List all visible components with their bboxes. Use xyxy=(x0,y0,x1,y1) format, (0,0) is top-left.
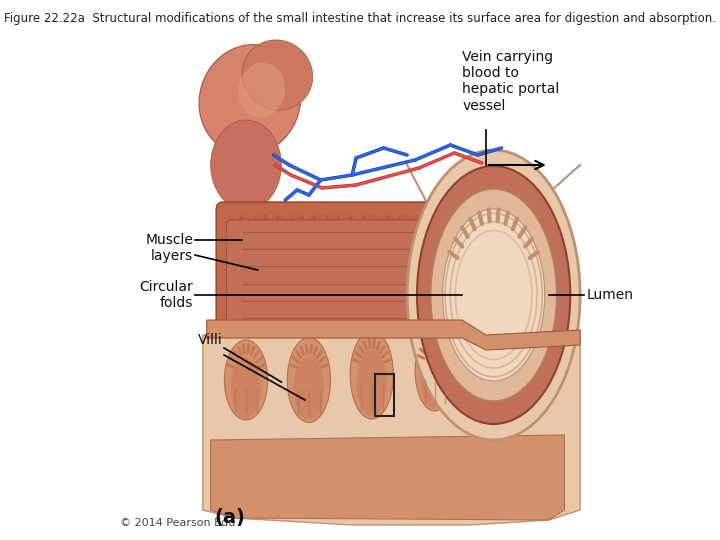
Polygon shape xyxy=(322,215,325,325)
Polygon shape xyxy=(339,215,343,325)
Polygon shape xyxy=(438,215,447,325)
FancyBboxPatch shape xyxy=(226,220,458,330)
Polygon shape xyxy=(426,215,435,325)
Polygon shape xyxy=(464,215,468,325)
Polygon shape xyxy=(389,215,398,325)
Polygon shape xyxy=(304,215,307,325)
Polygon shape xyxy=(316,215,325,325)
Polygon shape xyxy=(230,215,462,325)
Polygon shape xyxy=(401,215,410,325)
Ellipse shape xyxy=(431,189,557,401)
Polygon shape xyxy=(340,215,350,325)
Polygon shape xyxy=(279,215,289,325)
Ellipse shape xyxy=(231,358,261,418)
Ellipse shape xyxy=(408,150,580,440)
Text: Muscle
layers: Muscle layers xyxy=(145,233,194,263)
Ellipse shape xyxy=(211,120,282,210)
Polygon shape xyxy=(203,330,580,525)
Polygon shape xyxy=(462,215,472,325)
Polygon shape xyxy=(450,215,459,325)
Polygon shape xyxy=(428,215,432,325)
Ellipse shape xyxy=(421,347,449,409)
Polygon shape xyxy=(352,215,361,325)
Polygon shape xyxy=(446,215,450,325)
Polygon shape xyxy=(413,215,423,325)
Ellipse shape xyxy=(350,331,393,419)
Polygon shape xyxy=(392,215,397,325)
Ellipse shape xyxy=(443,209,545,381)
Polygon shape xyxy=(211,435,564,520)
Text: (a): (a) xyxy=(215,508,246,527)
Polygon shape xyxy=(286,215,290,325)
Polygon shape xyxy=(410,215,415,325)
Polygon shape xyxy=(267,215,276,325)
Text: Figure 22.22a  Structural modifications of the small intestine that increase its: Figure 22.22a Structural modifications o… xyxy=(4,12,716,25)
Ellipse shape xyxy=(476,327,511,402)
Ellipse shape xyxy=(415,329,454,411)
Polygon shape xyxy=(233,215,237,325)
Polygon shape xyxy=(251,215,254,325)
Polygon shape xyxy=(207,320,580,350)
Ellipse shape xyxy=(242,40,312,110)
Ellipse shape xyxy=(238,62,285,118)
Polygon shape xyxy=(364,215,374,325)
Polygon shape xyxy=(328,215,338,325)
Ellipse shape xyxy=(199,45,301,156)
Ellipse shape xyxy=(294,356,324,420)
Polygon shape xyxy=(230,215,240,325)
Text: Lumen: Lumen xyxy=(586,288,634,302)
Ellipse shape xyxy=(356,350,387,416)
Text: Villi: Villi xyxy=(198,333,222,347)
Polygon shape xyxy=(375,215,379,325)
Polygon shape xyxy=(377,215,386,325)
Text: Vein carrying
blood to
hepatic portal
vessel: Vein carrying blood to hepatic portal ve… xyxy=(462,50,559,113)
Polygon shape xyxy=(255,215,264,325)
Polygon shape xyxy=(292,215,301,325)
Polygon shape xyxy=(243,215,252,325)
Text: Circular
folds: Circular folds xyxy=(140,280,194,310)
Text: © 2014 Pearson Edu: © 2014 Pearson Edu xyxy=(120,518,235,528)
Ellipse shape xyxy=(225,340,268,420)
Ellipse shape xyxy=(417,166,570,424)
FancyBboxPatch shape xyxy=(216,202,472,338)
Polygon shape xyxy=(269,215,272,325)
Ellipse shape xyxy=(287,338,330,422)
Ellipse shape xyxy=(481,345,506,401)
Polygon shape xyxy=(304,215,313,325)
Polygon shape xyxy=(357,215,361,325)
